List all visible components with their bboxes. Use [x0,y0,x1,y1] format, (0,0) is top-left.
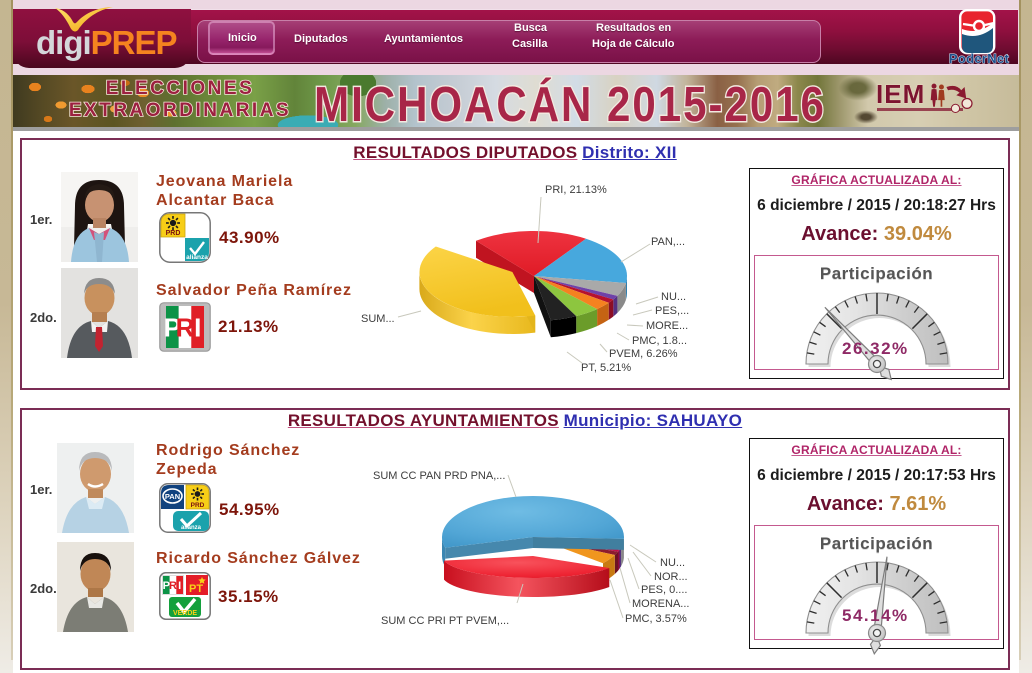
svg-text:I: I [194,312,201,342]
svg-text:PRD: PRD [166,230,181,237]
svg-text:alianza: alianza [181,525,202,531]
svg-text:alianza: alianza [186,254,208,261]
svg-text:PRD: PRD [191,502,205,509]
svg-text:P: P [163,580,170,592]
svg-text:PT: PT [189,583,203,595]
svg-text:I: I [178,580,181,592]
svg-text:VERDE: VERDE [173,610,197,617]
svg-text:PAN: PAN [165,492,180,501]
svg-text:R: R [176,312,195,342]
svg-text:R: R [169,580,177,592]
svg-text:P: P [164,312,181,342]
